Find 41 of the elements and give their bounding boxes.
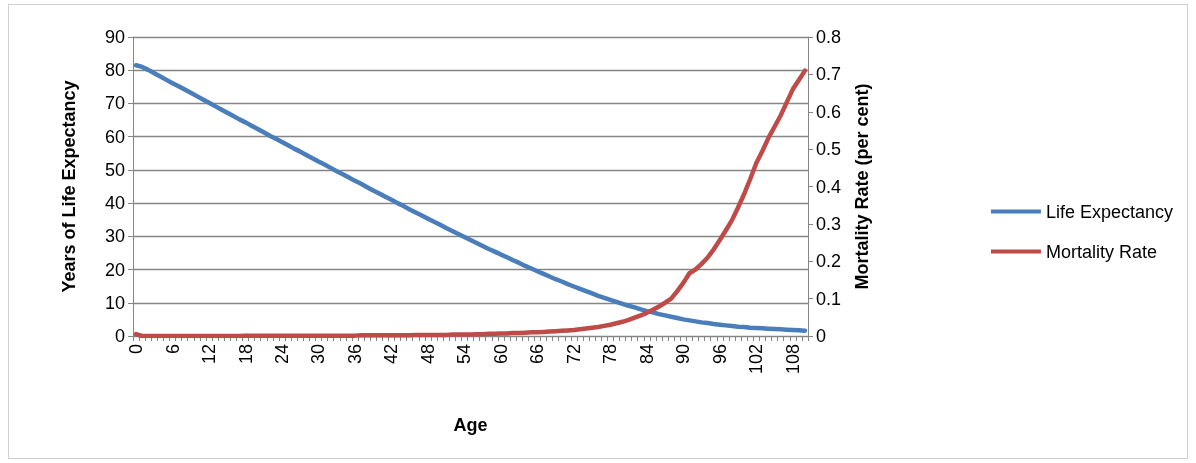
x-tick-label: 18 [235, 344, 256, 365]
x-tick-label: 24 [271, 344, 292, 365]
y-axis-title: Years of Life Expectancy [59, 80, 79, 293]
y2-axis-title: Mortality Rate (per cent) [852, 83, 872, 290]
y-tick-label: 30 [104, 226, 125, 247]
y2-tick-label: 0.3 [816, 213, 842, 234]
x-tick-label: 42 [381, 344, 402, 365]
y2-tick-label: 0.1 [816, 288, 842, 309]
y-tick-label: 40 [104, 193, 125, 214]
y2-tick-label: 0.7 [816, 64, 842, 85]
x-tick-label: 102 [746, 344, 767, 375]
legend-label: Mortality Rate [1045, 241, 1157, 262]
y-tick-label: 90 [104, 27, 125, 47]
x-tick-label: 84 [636, 344, 657, 365]
legend-label: Life Expectancy [1045, 201, 1174, 222]
x-tick-label: 0 [126, 344, 147, 355]
x-tick-label: 72 [563, 344, 584, 365]
y-tick-label: 70 [104, 93, 125, 114]
y-tick-label: 50 [104, 159, 125, 180]
x-tick-label: 90 [673, 344, 694, 365]
y2-tick-label: 0.6 [816, 101, 842, 122]
x-tick-label: 12 [199, 344, 220, 365]
x-tick-label: 96 [709, 344, 730, 365]
x-tick-label: 108 [782, 344, 803, 375]
x-tick-label: 36 [344, 344, 365, 365]
x-tick-label: 30 [308, 344, 329, 365]
y2-tick-label: 0.4 [816, 176, 842, 197]
y-tick-label: 80 [104, 60, 125, 81]
x-tick-label: 60 [490, 344, 511, 365]
x-tick-label: 78 [600, 344, 621, 365]
y-tick-label: 60 [104, 126, 125, 147]
x-tick-label: 54 [454, 344, 475, 365]
y-tick-label: 20 [104, 259, 125, 280]
x-tick-label: 48 [417, 344, 438, 365]
x-tick-label: 66 [527, 344, 548, 365]
y2-tick-label: 0.8 [816, 27, 842, 47]
y2-tick-label: 0.2 [816, 251, 842, 272]
x-axis-title: Age [453, 415, 488, 435]
x-tick-label: 6 [162, 344, 183, 355]
y-tick-label: 10 [104, 292, 125, 313]
y2-tick-label: 0.5 [816, 139, 842, 160]
